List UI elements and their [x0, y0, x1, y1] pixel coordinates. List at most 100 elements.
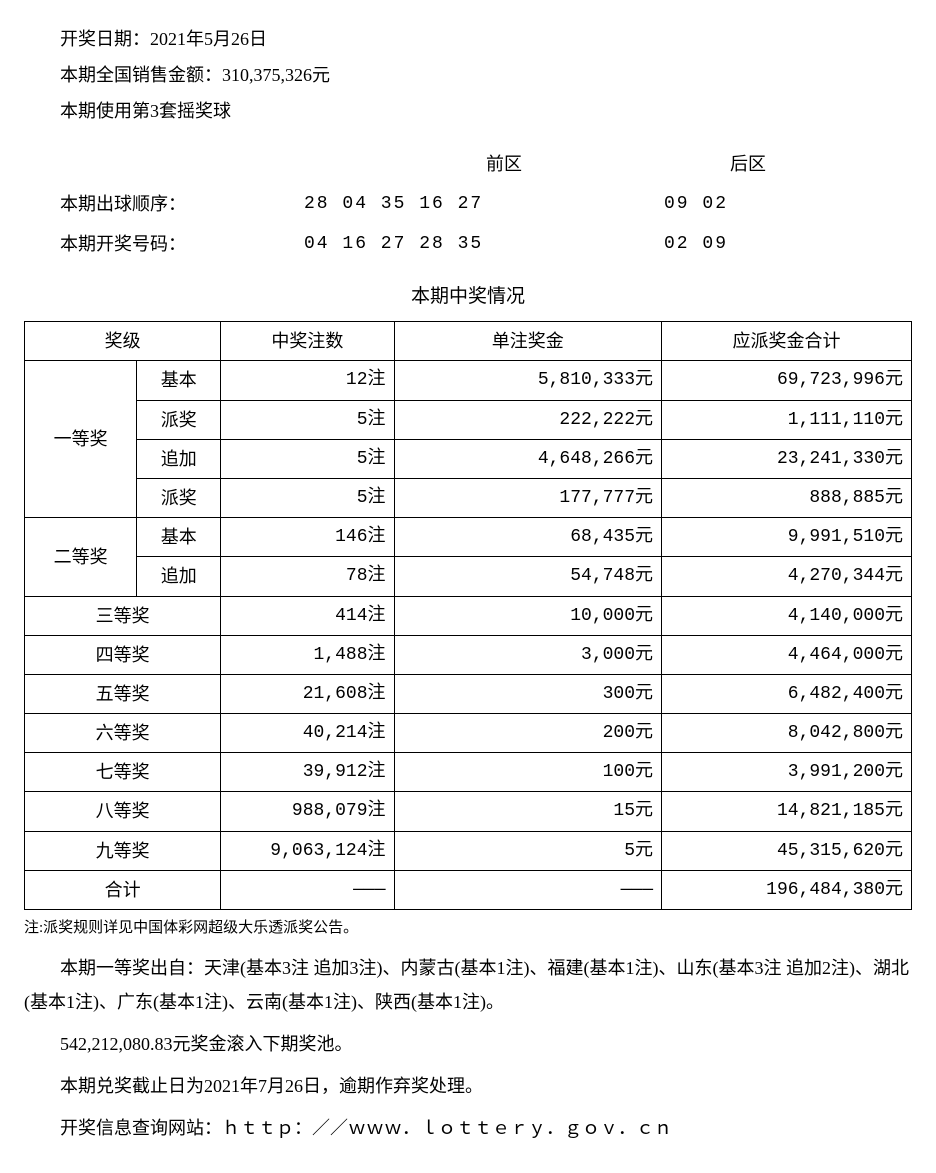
tier2-total: 9,991,510元 [662, 518, 912, 557]
tier1-total: 888,885元 [662, 478, 912, 517]
rollover-paragraph: 542,212,080.83元奖金滚入下期奖池。 [24, 1027, 912, 1061]
table-row: 九等奖9,063,124注5元45,315,620元 [25, 831, 912, 870]
tier1-total: 1,111,110元 [662, 400, 912, 439]
deadline-paragraph: 本期兑奖截止日为2021年7月26日，逾期作弃奖处理。 [24, 1069, 912, 1103]
col-count: 中奖注数 [221, 322, 394, 361]
back-area-header: 后区 [664, 147, 912, 181]
tier-per: 200元 [394, 714, 662, 753]
sales-value: 310,375,326元 [222, 65, 330, 85]
tier-per: 3,000元 [394, 635, 662, 674]
table-row: 追加 78注 54,748元 4,270,344元 [25, 557, 912, 596]
sum-label: 合计 [25, 870, 221, 909]
draw-date-line: 开奖日期：2021年5月26日 [24, 22, 912, 56]
tier-total: 6,482,400元 [662, 674, 912, 713]
ballset-line: 本期使用第3套摇奖球 [24, 94, 912, 128]
tier2-per: 68,435元 [394, 518, 662, 557]
sum-per: ——— [394, 870, 662, 909]
tier-total: 14,821,185元 [662, 792, 912, 831]
tier-total: 45,315,620元 [662, 831, 912, 870]
ball-order-label: 本期出球顺序： [24, 187, 304, 221]
tier2-sub: 基本 [137, 518, 221, 557]
col-per: 单注奖金 [394, 322, 662, 361]
tier-total: 3,991,200元 [662, 753, 912, 792]
table-row: 追加 5注 4,648,266元 23,241,330元 [25, 439, 912, 478]
tier2-per: 54,748元 [394, 557, 662, 596]
tier1-label: 一等奖 [25, 361, 137, 518]
tier2-label: 二等奖 [25, 518, 137, 596]
table-row: 二等奖 基本 146注 68,435元 9,991,510元 [25, 518, 912, 557]
tier-label: 六等奖 [25, 714, 221, 753]
tier-per: 300元 [394, 674, 662, 713]
tier1-sub: 派奖 [137, 400, 221, 439]
tier-label: 七等奖 [25, 753, 221, 792]
tier-count: 9,063,124注 [221, 831, 394, 870]
tier1-count: 5注 [221, 400, 394, 439]
tier-count: 39,912注 [221, 753, 394, 792]
table-row: 四等奖1,488注3,000元4,464,000元 [25, 635, 912, 674]
sum-count: ——— [221, 870, 394, 909]
tier2-count: 146注 [221, 518, 394, 557]
tier1-per: 222,222元 [394, 400, 662, 439]
draw-date-value: 2021年5月26日 [150, 29, 267, 49]
winning-label: 本期开奖号码： [24, 227, 304, 261]
tier2-sub: 追加 [137, 557, 221, 596]
tier-per: 5元 [394, 831, 662, 870]
tier-count: 414注 [221, 596, 394, 635]
tier2-count: 78注 [221, 557, 394, 596]
table-header-row: 奖级 中奖注数 单注奖金 应派奖金合计 [25, 322, 912, 361]
numbers-section: 前区 后区 本期出球顺序： 28 04 35 16 27 09 02 本期开奖号… [24, 147, 912, 262]
footnote: 注:派奖规则详见中国体彩网超级大乐透派奖公告。 [24, 914, 912, 943]
table-row: 五等奖21,608注300元6,482,400元 [25, 674, 912, 713]
draw-date-label: 开奖日期： [60, 29, 150, 49]
tier2-total: 4,270,344元 [662, 557, 912, 596]
tier1-sub: 派奖 [137, 478, 221, 517]
tier-per: 100元 [394, 753, 662, 792]
tier1-total: 23,241,330元 [662, 439, 912, 478]
tier-total: 8,042,800元 [662, 714, 912, 753]
tier-count: 21,608注 [221, 674, 394, 713]
table-row: 一等奖 基本 12注 5,810,333元 69,723,996元 [25, 361, 912, 400]
tier1-sub: 追加 [137, 439, 221, 478]
table-row: 七等奖39,912注100元3,991,200元 [25, 753, 912, 792]
table-title: 本期中奖情况 [24, 279, 912, 315]
tier-count: 988,079注 [221, 792, 394, 831]
prize-table: 奖级 中奖注数 单注奖金 应派奖金合计 一等奖 基本 12注 5,810,333… [24, 321, 912, 910]
tier-per: 10,000元 [394, 596, 662, 635]
tier1-per: 4,648,266元 [394, 439, 662, 478]
tier1-per: 177,777元 [394, 478, 662, 517]
col-level: 奖级 [25, 322, 221, 361]
table-row: 八等奖988,079注15元14,821,185元 [25, 792, 912, 831]
tier-count: 1,488注 [221, 635, 394, 674]
tier-label: 三等奖 [25, 596, 221, 635]
tier1-count: 12注 [221, 361, 394, 400]
ball-order-back: 09 02 [664, 187, 912, 221]
winning-back: 02 09 [664, 227, 912, 261]
table-row-sum: 合计 ——— ——— 196,484,380元 [25, 870, 912, 909]
sales-line: 本期全国销售金额：310,375,326元 [24, 58, 912, 92]
winners-paragraph: 本期一等奖出自：天津(基本3注 追加3注)、内蒙古(基本1注)、福建(基本1注)… [24, 951, 912, 1019]
table-row: 六等奖40,214注200元8,042,800元 [25, 714, 912, 753]
table-row: 派奖 5注 177,777元 888,885元 [25, 478, 912, 517]
tier-label: 九等奖 [25, 831, 221, 870]
tier1-total: 69,723,996元 [662, 361, 912, 400]
website-paragraph: 开奖信息查询网站：ｈｔｔｐ：／／ｗｗｗ．ｌｏｔｔｅｒｙ．ｇｏｖ．ｃｎ [24, 1111, 912, 1145]
tier-label: 八等奖 [25, 792, 221, 831]
col-total: 应派奖金合计 [662, 322, 912, 361]
ball-order-front: 28 04 35 16 27 [304, 187, 664, 221]
winning-front: 04 16 27 28 35 [304, 227, 664, 261]
table-row: 派奖 5注 222,222元 1,111,110元 [25, 400, 912, 439]
tier-label: 四等奖 [25, 635, 221, 674]
tier-label: 五等奖 [25, 674, 221, 713]
tier1-count: 5注 [221, 478, 394, 517]
tier-count: 40,214注 [221, 714, 394, 753]
tier-total: 4,464,000元 [662, 635, 912, 674]
sum-total: 196,484,380元 [662, 870, 912, 909]
tier1-count: 5注 [221, 439, 394, 478]
table-row: 三等奖414注10,000元4,140,000元 [25, 596, 912, 635]
front-area-header: 前区 [304, 147, 664, 181]
tier1-per: 5,810,333元 [394, 361, 662, 400]
tier-per: 15元 [394, 792, 662, 831]
sales-label: 本期全国销售金额： [60, 65, 222, 85]
tier1-sub: 基本 [137, 361, 221, 400]
tier-total: 4,140,000元 [662, 596, 912, 635]
